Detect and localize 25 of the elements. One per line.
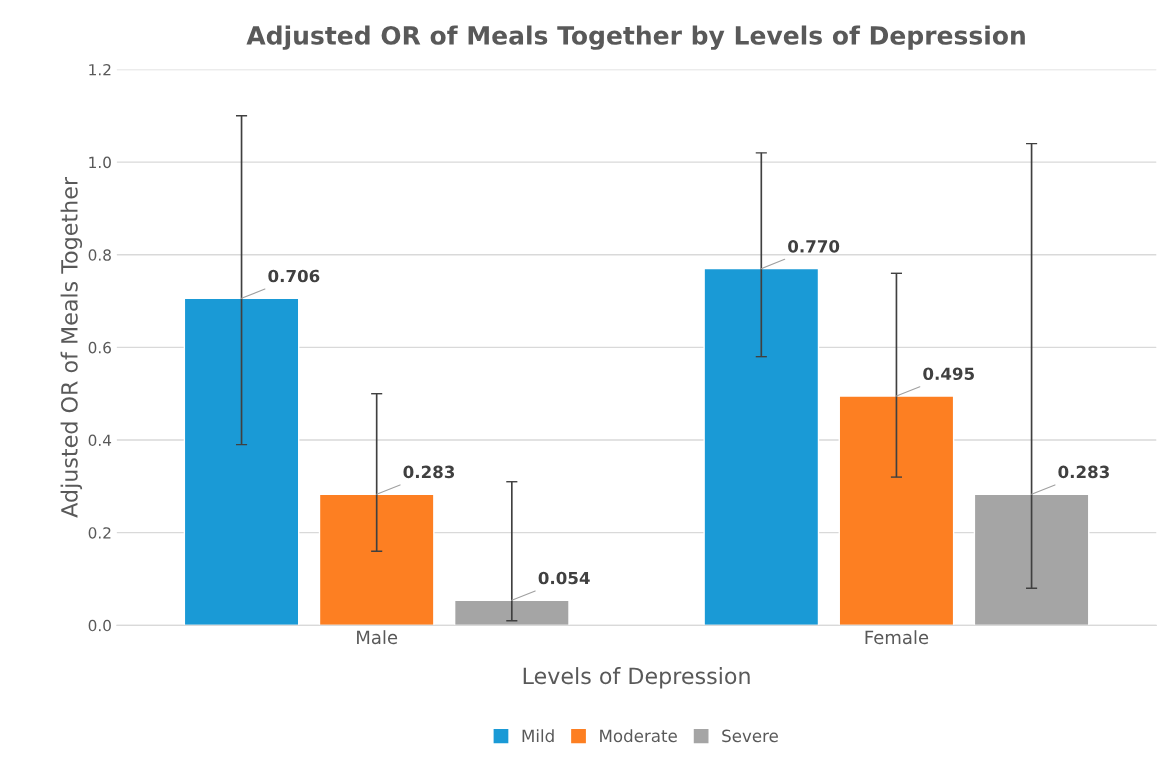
chart-title: Adjusted OR of Meals Together by Levels of Depression — [246, 25, 1025, 50]
data-label: 0.495 — [923, 367, 974, 381]
x-axis-title: Levels of Depression — [523, 667, 750, 689]
data-label: 0.054 — [538, 571, 590, 585]
legend-label: Moderate — [600, 729, 677, 743]
bar — [318, 493, 435, 626]
y-tick-label: 0.2 — [88, 527, 111, 539]
x-tick-label: Female — [865, 630, 929, 645]
data-label: 0.706 — [268, 269, 320, 283]
x-tick-label: Male — [357, 630, 398, 645]
data-label: 0.770 — [788, 240, 840, 253]
y-tick-label: 0.8 — [88, 249, 111, 261]
legend-label: Mild — [522, 729, 554, 743]
y-tick-label: 0.0 — [88, 619, 111, 632]
y-tick-label: 1.0 — [89, 156, 111, 169]
data-label: 0.283 — [1058, 465, 1109, 479]
bar — [838, 395, 955, 626]
data-label: 0.283 — [403, 465, 455, 479]
y-tick-label: 0.4 — [88, 434, 112, 447]
bar — [183, 297, 300, 626]
bar — [703, 267, 820, 626]
legend-label: Severe — [722, 729, 778, 743]
y-tick-label: 0.6 — [88, 341, 111, 354]
y-axis-title: Adjusted OR of Meals Together — [60, 176, 83, 518]
y-tick-label: 1.2 — [89, 63, 111, 76]
